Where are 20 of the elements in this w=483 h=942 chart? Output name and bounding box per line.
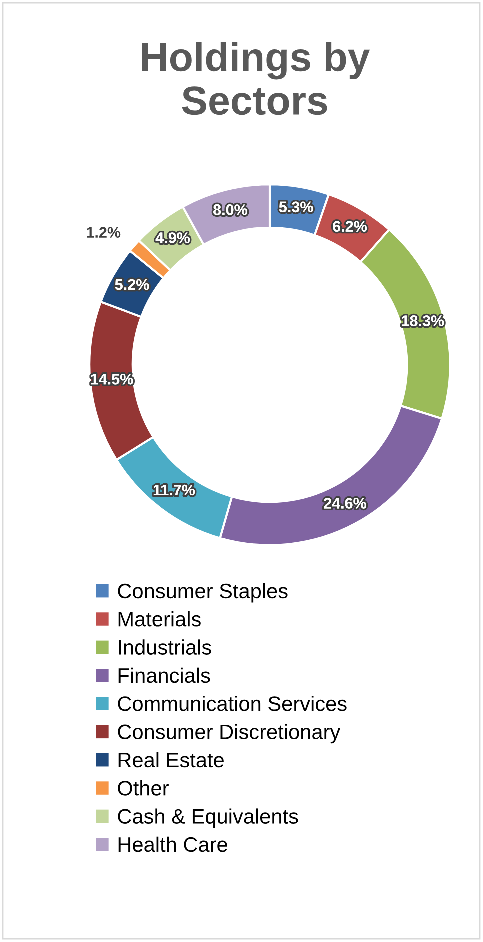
data-label: 4.9% [156, 232, 190, 244]
legend-label: Real Estate [118, 752, 224, 768]
legend-label: Cash & Equivalents [118, 808, 298, 828]
legend-label: Consumer Discretionary [118, 724, 341, 744]
data-label: 18.3% [402, 316, 444, 326]
chart-title: Holdings by Sectors [142, 42, 370, 116]
legend-label: Materials [118, 612, 201, 627]
data-label: 5.3% [279, 202, 314, 213]
legend-label: Industrials [119, 640, 212, 655]
data-label: 6.2% [333, 221, 368, 232]
data-label: 24.6% [324, 498, 366, 509]
legend-label: Financials [118, 668, 210, 684]
legend-label: Consumer Staples [118, 583, 288, 603]
data-label: 8.0% [214, 204, 248, 216]
data-label: 5.2% [115, 279, 150, 290]
legend-label: Health Care [118, 836, 228, 852]
legend-label: Communication Services [118, 696, 347, 712]
legend-label: Other [118, 780, 169, 796]
data-label: 11.7% [154, 484, 196, 496]
data-label: 1.2% [87, 227, 121, 238]
